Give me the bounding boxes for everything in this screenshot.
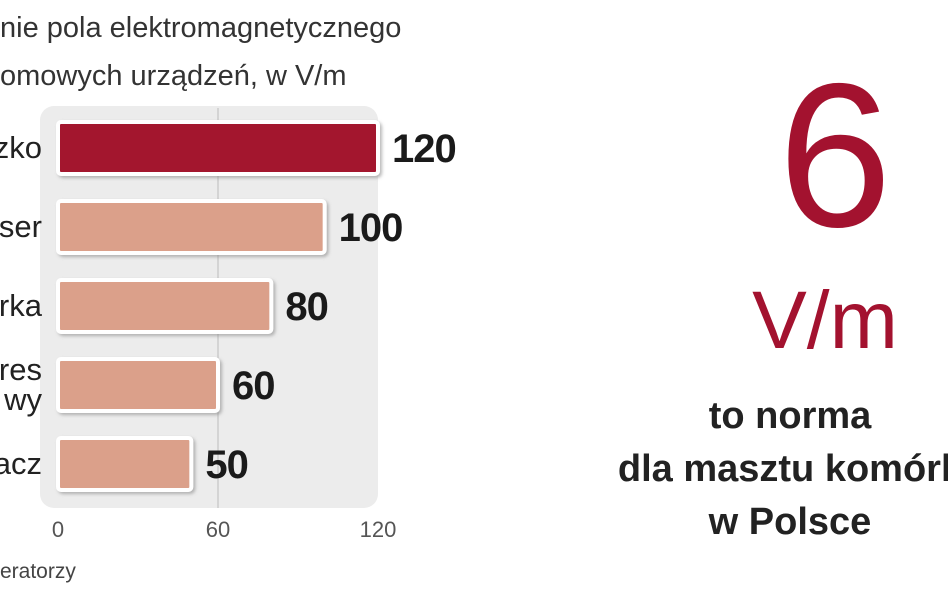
value-label: 60 xyxy=(232,364,275,408)
x-tick-label: 120 xyxy=(360,517,397,542)
x-tick-label: 60 xyxy=(206,517,230,542)
highlight-unit: V/m xyxy=(752,275,898,366)
source: eratorzy xyxy=(0,560,76,583)
category-label: zko xyxy=(0,130,42,165)
bar xyxy=(56,357,220,413)
value-label: 80 xyxy=(285,285,328,329)
value-label: 120 xyxy=(392,127,456,171)
category-label: res wy xyxy=(0,352,42,417)
value-label: 100 xyxy=(339,206,403,250)
bar xyxy=(56,278,274,334)
highlight-number: 6 xyxy=(778,41,892,270)
chart-title: nie pola elektromagnetycznego omowych ur… xyxy=(0,12,402,92)
bar xyxy=(56,199,327,255)
category-label: ser xyxy=(0,209,42,244)
bar xyxy=(56,436,194,492)
value-label: 50 xyxy=(205,443,248,487)
bar xyxy=(56,120,380,176)
highlight-note: to norma dla masztu komórk w Polsce xyxy=(617,395,948,543)
category-label: acz xyxy=(0,446,42,481)
x-tick-label: 0 xyxy=(52,517,64,542)
category-label: rka xyxy=(0,288,42,323)
